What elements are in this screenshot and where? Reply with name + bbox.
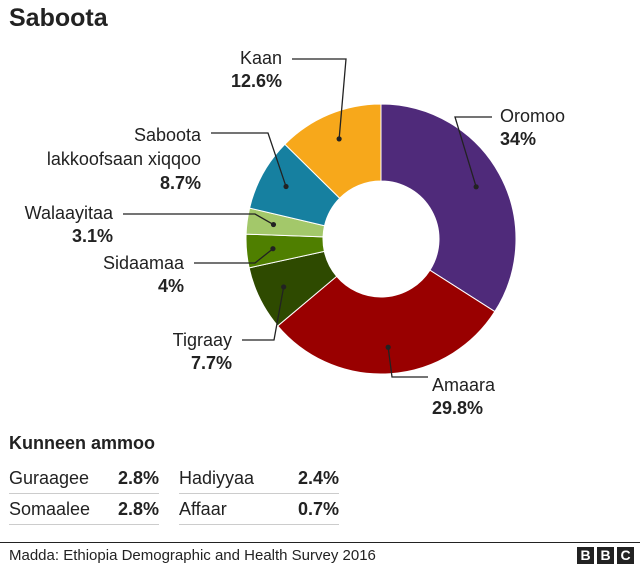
slice-label-sidaamaa: Sidaamaa (103, 253, 185, 273)
donut-chart: Oromoo 34% Amaara 29.8% Tigraay 7.7% Sidaamaa 4… (25, 48, 565, 418)
others-row-hadiyyaa: Hadiyyaa 2.4% (179, 463, 339, 494)
leader-dot (270, 221, 277, 228)
slice-value-tigraay: 7.7% (191, 353, 232, 373)
bbc-logo-block: B (597, 547, 614, 564)
bbc-logo: B B C (577, 547, 634, 564)
others-value: 2.4% (297, 468, 339, 488)
slice-value-sidaamaa: 4% (158, 276, 184, 296)
slice-label-walaayitaa: Walaayitaa (25, 203, 114, 223)
others-value: 2.8% (117, 468, 159, 488)
slice-label-saboota-lakkoofsaan-xiqqoo: Saboota (134, 125, 202, 145)
leader-dot (281, 284, 287, 290)
leader-dot (385, 344, 391, 350)
leader-line (292, 58, 347, 139)
slice-label-tigraay: Tigraay (173, 330, 232, 350)
donut-slice-oromoo (380, 103, 517, 313)
bbc-logo-block: C (617, 547, 634, 564)
bbc-logo-block: B (577, 547, 594, 564)
slice-label-amaara: Amaara (432, 375, 496, 395)
slice-label-kaan: Kaan (240, 48, 282, 68)
source-note: Madda: Ethiopia Demographic and Health S… (9, 547, 376, 564)
others-name: Guraagee (9, 468, 90, 488)
others-row-somaalee: Somaalee 2.8% (9, 494, 159, 525)
leader-line (454, 116, 492, 188)
leader-dot (270, 246, 276, 252)
donut-slice-kaan (284, 103, 382, 199)
leader-dot (336, 136, 342, 142)
others-name: Somaalee (9, 499, 91, 519)
others-value: 2.8% (117, 499, 159, 519)
others-name: Affaar (179, 499, 227, 519)
others-heading: Kunneen ammoo (9, 433, 156, 453)
footer-divider (0, 542, 640, 543)
leader-line (242, 286, 285, 341)
slice-value-saboota-lakkoofsaan-xiqqoo: 8.7% (160, 173, 201, 193)
slice-label-oromoo: Oromoo (500, 106, 565, 126)
others-row-guraagee: Guraagee 2.8% (9, 463, 159, 494)
donut-slice-amaara (277, 269, 496, 375)
slice-value-oromoo: 34% (500, 129, 536, 149)
slice-value-amaara: 29.8% (432, 398, 483, 418)
others-name: Hadiyyaa (179, 468, 255, 488)
leader-line (211, 132, 287, 187)
chart-title: Saboota (9, 4, 108, 32)
slice-value-walaayitaa: 3.1% (72, 226, 113, 246)
slice-value-kaan: 12.6% (231, 71, 282, 91)
leader-line (123, 213, 274, 226)
leader-dot (473, 184, 479, 190)
others-row-affaar: Affaar 0.7% (179, 494, 339, 525)
others-value: 0.7% (297, 499, 339, 519)
slice-label-saboota-lakkoofsaan-xiqqoo: lakkoofsaan xiqqoo (47, 149, 201, 169)
leader-line (194, 248, 274, 264)
leader-line (387, 347, 428, 378)
leader-dot (283, 183, 289, 190)
